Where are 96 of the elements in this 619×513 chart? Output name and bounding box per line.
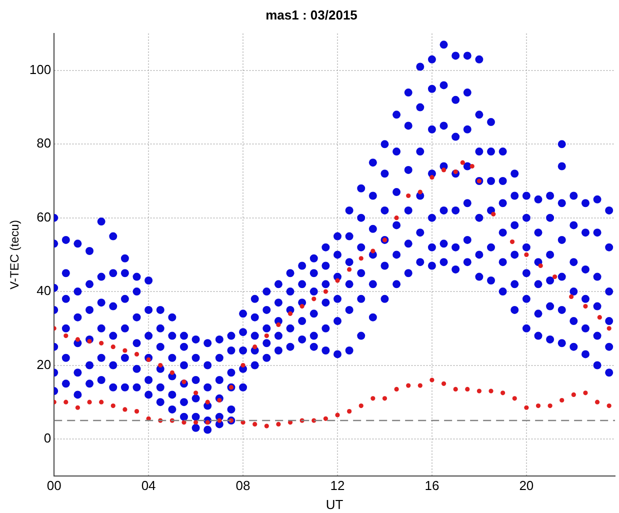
x-tick-label: 20 [519,478,534,494]
point [193,420,198,425]
y-tick-label: 20 [36,356,52,372]
y-tick-label: 40 [36,283,52,298]
point [264,424,269,428]
point [193,390,198,396]
y-axis-title: V-TEC (tecu) [8,220,22,290]
point [323,416,328,421]
point [583,304,588,309]
point [64,400,68,404]
point [370,248,376,254]
point [75,337,80,342]
point [240,362,246,368]
point [491,212,496,216]
point [110,344,116,350]
point [75,405,80,410]
point [358,256,364,261]
point [146,357,151,362]
point [276,422,281,427]
point [453,169,458,174]
point [571,392,576,398]
point [87,339,92,344]
y-tick-label: 80 [36,136,52,151]
point [465,386,470,392]
point [312,296,316,302]
point [406,383,411,388]
point [205,420,210,425]
point [460,160,465,165]
x-tick-label: 04 [141,478,156,494]
point [288,311,293,316]
point [510,240,515,244]
point [488,388,494,394]
point [453,386,458,392]
point [134,352,140,356]
point [500,390,506,396]
point [583,390,588,396]
y-tick-label: 100 [29,62,52,78]
point [406,193,411,198]
point [441,381,446,386]
point [597,315,602,320]
point [606,326,612,331]
point [470,164,474,169]
point [217,418,222,423]
point [87,400,92,404]
point [394,216,399,220]
point [560,398,564,403]
point [276,322,281,328]
point [99,340,104,346]
point [430,378,434,382]
point [552,274,558,280]
point [134,409,140,414]
point [158,362,163,368]
y-tick-label: 60 [36,209,52,224]
point [382,396,388,401]
point [441,168,446,172]
y-tick-label: 0 [44,430,52,446]
point [594,400,600,404]
point [569,294,574,300]
x-tick-label: 00 [46,478,62,494]
point [335,278,340,283]
point [524,405,529,410]
point [110,403,116,408]
point [335,412,340,418]
point [538,263,543,268]
point [476,388,482,394]
point [430,175,434,180]
point [64,333,68,338]
point [252,344,258,350]
point [217,398,222,403]
point [264,333,269,338]
point [252,422,258,427]
point [122,348,128,353]
x-axis-title: UT [326,496,344,512]
point [347,409,352,414]
point [418,383,422,388]
point [205,400,210,404]
point [182,420,186,425]
point [512,396,517,401]
point [418,190,422,194]
chart-title: mas1 : 03/2015 [266,7,358,22]
x-tick-label: 12 [330,478,345,494]
point [122,407,128,412]
point [370,396,376,401]
point [358,403,364,408]
point [347,267,352,272]
point [99,400,104,404]
point [524,252,529,257]
point [300,304,304,309]
point [536,403,541,408]
point [548,403,552,408]
point [394,386,399,392]
point [170,370,174,375]
x-tick-label: 08 [236,478,250,494]
point [323,289,328,294]
x-tick-label: 16 [424,478,440,494]
point [606,403,612,408]
